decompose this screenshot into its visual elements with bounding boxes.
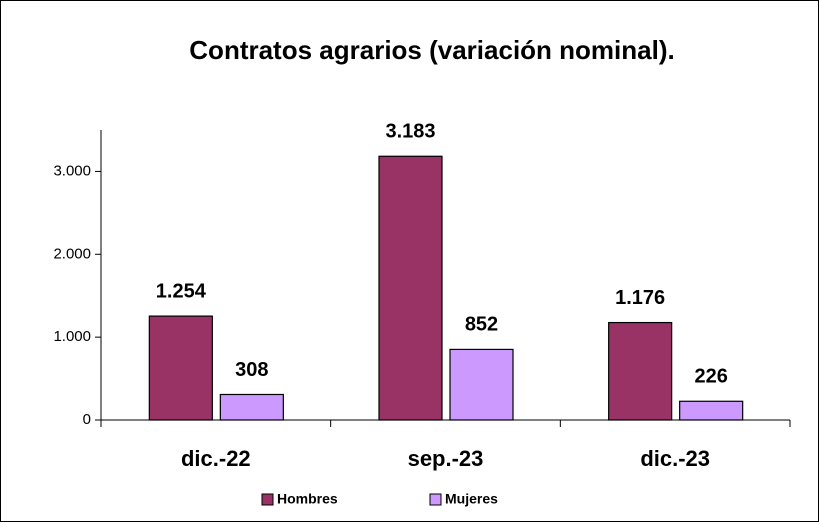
bar [608,321,673,421]
x-tick-label: dic.-23 [640,446,710,471]
y-tick-label: 0 [83,411,91,428]
value-label: 1.176 [615,287,665,309]
bar [679,400,744,421]
x-tick-label: dic.-22 [181,446,251,471]
x-tick-label: sep.-23 [408,446,484,471]
bar [148,315,213,421]
legend-swatch [261,493,274,506]
value-label: 852 [465,314,498,336]
value-label: 226 [694,366,727,388]
y-tick-label: 1.000 [53,328,91,345]
y-tick-label: 2.000 [53,245,91,262]
chart-title: Contratos agrarios (variación nominal). [189,35,674,65]
bar [378,155,443,421]
value-label: 308 [235,359,268,381]
bar [449,348,514,421]
legend-label: Hombres [277,491,338,507]
legend-swatch [429,493,442,506]
value-label: 1.254 [156,280,207,302]
value-label: 3.183 [385,121,435,143]
y-tick-label: 3.000 [53,162,91,179]
bar [219,393,284,421]
legend-label: Mujeres [445,491,498,507]
